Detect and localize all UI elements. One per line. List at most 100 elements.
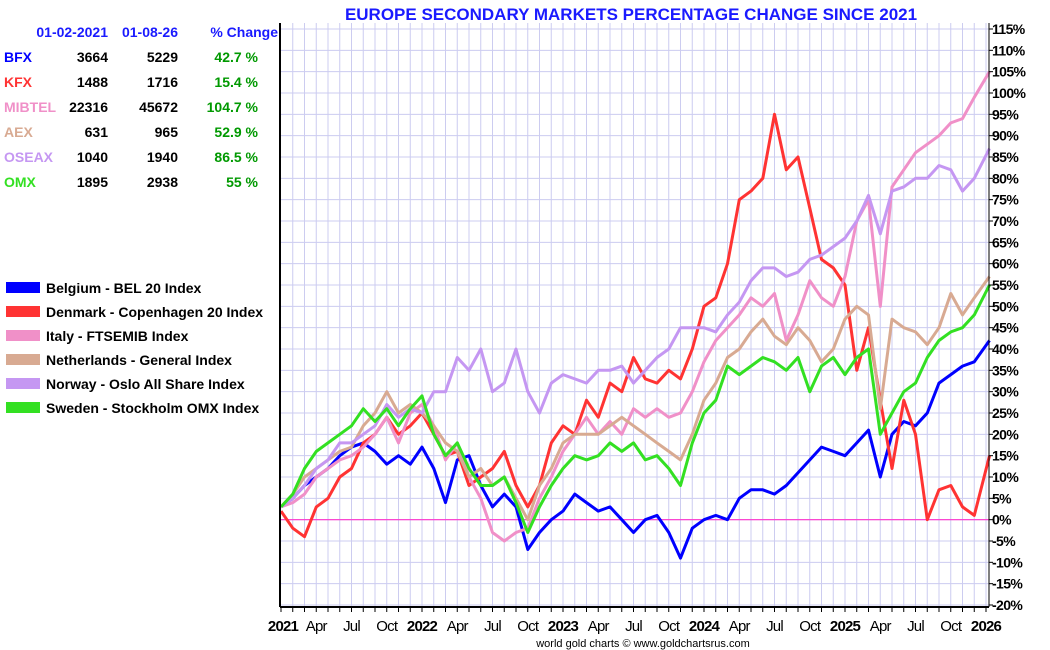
legend-swatch bbox=[6, 330, 40, 341]
x-tick-label: Jul bbox=[343, 618, 360, 635]
x-tick-label: Apr bbox=[870, 618, 892, 635]
legend: Belgium - BEL 20 Index Denmark - Copenhag… bbox=[6, 280, 263, 416]
x-tick-label: Jul bbox=[766, 618, 783, 635]
table-change-value: 15.4 % bbox=[214, 74, 258, 90]
x-tick-label: 2025 bbox=[830, 618, 861, 635]
y-tick-label: 70% bbox=[992, 213, 1019, 229]
table-end-value: 45672 bbox=[139, 99, 178, 115]
x-tick-label: Apr bbox=[588, 618, 610, 635]
y-tick-label: 15% bbox=[992, 448, 1019, 464]
footer-credit: world gold charts © www.goldchartsrus.co… bbox=[535, 638, 750, 650]
legend-swatch bbox=[6, 378, 40, 389]
y-tick-label: 55% bbox=[992, 277, 1019, 293]
table-start-value: 1895 bbox=[77, 174, 108, 190]
x-tick-label: Jul bbox=[625, 618, 642, 635]
x-tick-label: Oct bbox=[940, 618, 963, 635]
table-start-value: 3664 bbox=[77, 49, 108, 65]
table-symbol: OMX bbox=[4, 174, 37, 190]
x-tick-label: 2022 bbox=[407, 618, 438, 635]
table-header: % Change bbox=[210, 24, 278, 40]
legend-swatch bbox=[6, 282, 40, 293]
x-tick-label: Oct bbox=[517, 618, 540, 635]
x-tick-label: Apr bbox=[447, 618, 469, 635]
table-end-value: 965 bbox=[155, 124, 179, 140]
x-tick-label: 2024 bbox=[689, 618, 721, 635]
table-start-value: 22316 bbox=[69, 99, 108, 115]
chart-title: EUROPE SECONDARY MARKETS PERCENTAGE CHAN… bbox=[345, 5, 917, 24]
table-start-value: 1040 bbox=[77, 149, 108, 165]
y-tick-label: 40% bbox=[992, 341, 1019, 357]
y-tick-label: 50% bbox=[992, 298, 1019, 314]
series-line-0 bbox=[280, 339, 991, 560]
y-tick-label: 5% bbox=[992, 490, 1012, 506]
series-line-1 bbox=[279, 112, 991, 539]
y-tick-label: 80% bbox=[992, 170, 1019, 186]
series-line-4 bbox=[280, 147, 991, 509]
y-tick-label: 65% bbox=[992, 234, 1019, 250]
table-start-value: 631 bbox=[85, 124, 109, 140]
table-header: 01-02-2021 bbox=[36, 24, 108, 40]
table-symbol: BFX bbox=[4, 49, 33, 65]
y-tick-label: 75% bbox=[992, 192, 1019, 208]
x-tick-label: Apr bbox=[729, 618, 751, 635]
y-tick-label: 25% bbox=[992, 405, 1019, 421]
table-change-value: 42.7 % bbox=[214, 49, 258, 65]
table-start-value: 1488 bbox=[77, 74, 108, 90]
y-tick-label: 45% bbox=[992, 320, 1019, 336]
y-tick-label: 110% bbox=[992, 42, 1026, 58]
y-tick-label: 30% bbox=[992, 384, 1019, 400]
legend-label: Denmark - Copenhagen 20 Index bbox=[46, 304, 263, 320]
legend-swatch bbox=[6, 306, 40, 317]
legend-label: Sweden - Stockholm OMX Index bbox=[46, 400, 259, 416]
y-tick-label: -20% bbox=[992, 597, 1023, 613]
x-tick-label: Jul bbox=[907, 618, 924, 635]
grid bbox=[281, 23, 989, 607]
y-tick-label: 100% bbox=[992, 85, 1027, 101]
table-change-value: 86.5 % bbox=[214, 149, 258, 165]
table-symbol: AEX bbox=[4, 124, 33, 140]
x-tick-label: Oct bbox=[799, 618, 822, 635]
y-tick-label: -10% bbox=[992, 554, 1023, 570]
legend-label: Italy - FTSEMIB Index bbox=[46, 328, 189, 344]
price-table: 01-02-2021 01-08-26 % Change BFX 3664 5229 42.… bbox=[4, 24, 278, 190]
y-tick-label: 20% bbox=[992, 426, 1019, 442]
table-change-value: 55 % bbox=[226, 174, 258, 190]
table-header: 01-08-26 bbox=[122, 24, 178, 40]
x-tick-label: Apr bbox=[306, 618, 328, 635]
table-change-value: 104.7 % bbox=[207, 99, 259, 115]
legend-swatch bbox=[6, 402, 40, 413]
x-tick-label: 2021 bbox=[268, 618, 299, 635]
legend-label: Norway - Oslo All Share Index bbox=[46, 376, 245, 392]
x-tick-label: Oct bbox=[658, 618, 681, 635]
series-lines bbox=[279, 70, 991, 560]
y-tick-label: 35% bbox=[992, 362, 1019, 378]
table-symbol: OSEAX bbox=[4, 149, 54, 165]
y-tick-label: 85% bbox=[992, 149, 1019, 165]
legend-label: Belgium - BEL 20 Index bbox=[46, 280, 202, 296]
x-tick-label: Jul bbox=[484, 618, 501, 635]
legend-swatch bbox=[6, 354, 40, 365]
y-tick-label: 10% bbox=[992, 469, 1019, 485]
x-tick-label: 2026 bbox=[971, 618, 1002, 635]
y-tick-label: 0% bbox=[992, 512, 1012, 528]
table-end-value: 5229 bbox=[147, 49, 178, 65]
axes: 115% 110% 105% 100% 95% 90% 85% 80% 75% 70% 65% 60%… bbox=[268, 21, 1027, 635]
y-tick-label: 105% bbox=[992, 64, 1027, 80]
table-symbol: MIBTEL bbox=[4, 99, 57, 115]
y-tick-label: -5% bbox=[992, 533, 1016, 549]
legend-label: Netherlands - General Index bbox=[46, 352, 232, 368]
y-tick-label: -15% bbox=[992, 576, 1023, 592]
y-tick-label: 90% bbox=[992, 128, 1019, 144]
table-end-value: 1716 bbox=[147, 74, 178, 90]
table-end-value: 2938 bbox=[147, 174, 178, 190]
y-tick-label: 95% bbox=[992, 106, 1019, 122]
x-tick-label: 2023 bbox=[548, 618, 579, 635]
series-line-3 bbox=[279, 275, 991, 522]
table-change-value: 52.9 % bbox=[214, 124, 258, 140]
table-symbol: KFX bbox=[4, 74, 33, 90]
table-end-value: 1940 bbox=[147, 149, 178, 165]
x-tick-label: Oct bbox=[376, 618, 399, 635]
series-line-5 bbox=[279, 284, 991, 534]
y-tick-label: 115% bbox=[992, 21, 1026, 37]
